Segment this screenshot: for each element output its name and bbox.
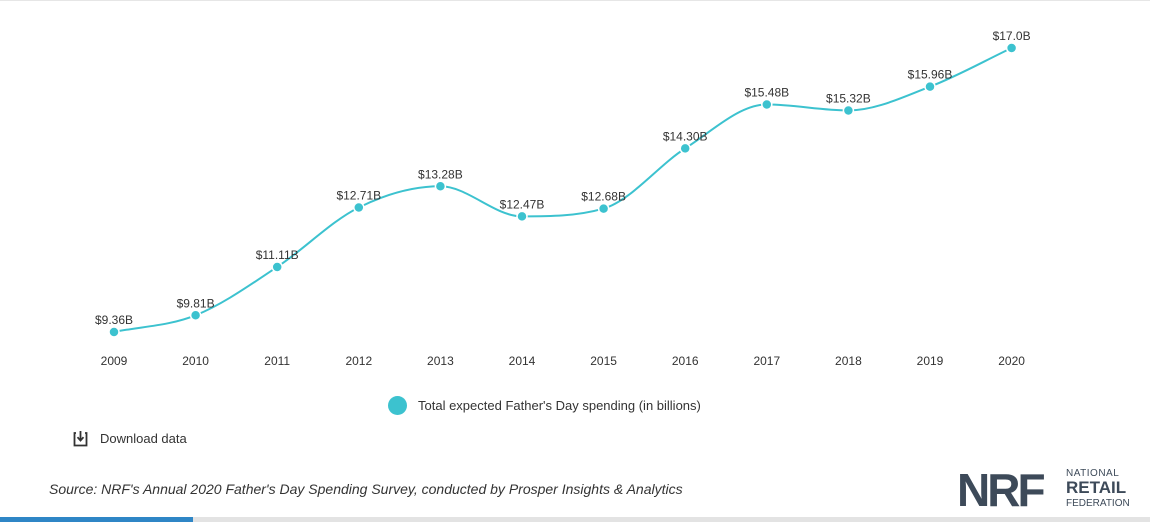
logo-mark: NRF [957,466,1044,512]
x-tick-label: 2018 [835,354,862,368]
download-data-button[interactable]: Download data [73,430,187,447]
data-label: $15.96B [908,68,953,82]
data-point[interactable] [842,104,855,117]
download-data-label: Download data [100,431,187,446]
data-label: $9.81B [177,296,215,310]
chart-legend[interactable]: Total expected Father's Day spending (in… [388,396,701,415]
series-line [113,47,1013,333]
data-point[interactable] [924,80,936,93]
logo-line-3: FEDERATION [1066,498,1130,509]
progress-track [0,517,1150,522]
legend-swatch [388,396,407,415]
x-tick-label: 2013 [427,354,454,368]
x-tick-label: 2011 [264,354,290,368]
data-point[interactable] [597,202,610,215]
data-point[interactable] [1005,42,1018,54]
x-tick-label: 2017 [753,354,780,368]
x-tick-label: 2010 [182,354,209,368]
download-icon [73,431,88,447]
x-tick-label: 2014 [509,354,536,368]
data-label: $13.28B [418,167,463,181]
legend-label: Total expected Father's Day spending (in… [418,398,701,413]
logo-line-2: RETAIL [1066,478,1126,497]
data-label: $11.11B [256,248,299,262]
top-divider [0,0,1150,1]
data-label: $9.36B [95,313,133,327]
data-point[interactable] [761,98,773,111]
data-label: $17.0B [993,29,1031,43]
data-label: $15.48B [744,86,789,100]
data-point[interactable] [353,201,365,214]
data-label: $12.47B [500,197,545,211]
x-tick-label: 2015 [590,354,617,368]
data-point[interactable] [516,210,528,223]
data-label: $12.71B [336,188,381,202]
logo-line-1: NATIONAL [1066,468,1119,479]
x-tick-label: 2019 [917,354,944,368]
source-note: Source: NRF's Annual 2020 Father's Day S… [49,481,683,497]
data-point[interactable] [189,309,202,322]
x-tick-label: 2012 [345,354,372,368]
progress-fill [0,517,194,522]
data-point[interactable] [271,261,283,273]
line-chart: $9.36B $9.81B $11.11B $12.71B $13.28B $12.47B… [95,29,1031,368]
data-point[interactable] [434,180,447,193]
x-tick-label: 2016 [672,354,699,368]
x-tick-label: 2009 [101,354,128,368]
data-point[interactable] [679,142,691,155]
data-label: $12.68B [581,190,626,204]
data-label: $14.30B [663,129,708,143]
data-label: $15.32B [826,91,871,105]
nrf-logo: NRF NATIONAL RETAIL FEDERATION [957,466,1130,512]
x-tick-label: 2020 [998,354,1025,368]
data-point[interactable] [108,326,120,338]
